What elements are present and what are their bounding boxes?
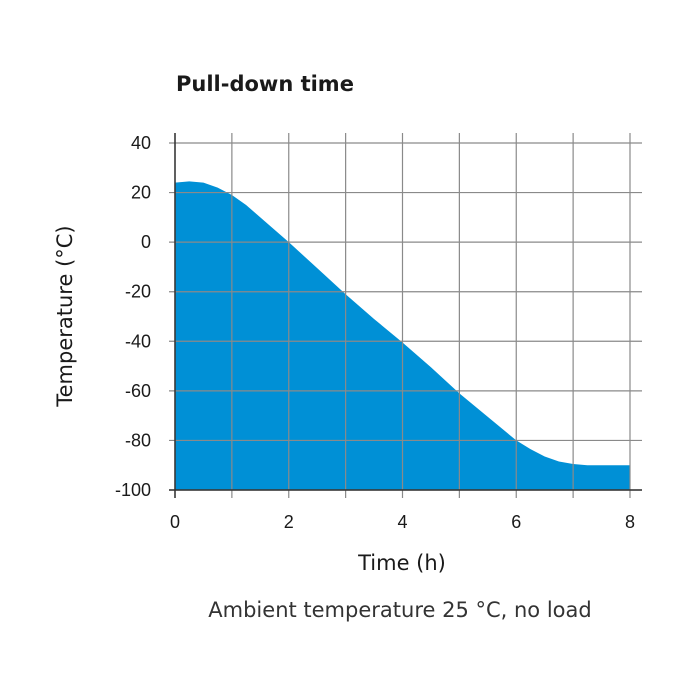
y-tick-label: -20 bbox=[125, 282, 151, 302]
x-tick-label: 4 bbox=[397, 512, 407, 532]
y-tick-label: -80 bbox=[125, 430, 151, 450]
y-axis-label: Temperature (°C) bbox=[53, 225, 77, 407]
axes bbox=[169, 133, 642, 498]
x-axis-label: Time (h) bbox=[357, 551, 446, 575]
y-tick-label: -40 bbox=[125, 331, 151, 351]
y-tick-label: -60 bbox=[125, 381, 151, 401]
y-tick-label: -100 bbox=[115, 480, 151, 500]
x-tick-label: 2 bbox=[284, 512, 294, 532]
x-tick-label: 0 bbox=[170, 512, 180, 532]
x-tick-label: 8 bbox=[625, 512, 635, 532]
gridlines bbox=[169, 133, 642, 498]
chart-caption: Ambient temperature 25 °C, no load bbox=[208, 598, 592, 622]
chart-title: Pull-down time bbox=[176, 72, 354, 96]
y-tick-label: 20 bbox=[131, 183, 151, 203]
tick-labels: 0 2 4 6 8 40 20 0 -20 -40 -60 -80 -100 bbox=[115, 133, 635, 532]
y-tick-label: 0 bbox=[141, 232, 151, 252]
y-tick-label: 40 bbox=[131, 133, 151, 153]
x-tick-label: 6 bbox=[511, 512, 521, 532]
